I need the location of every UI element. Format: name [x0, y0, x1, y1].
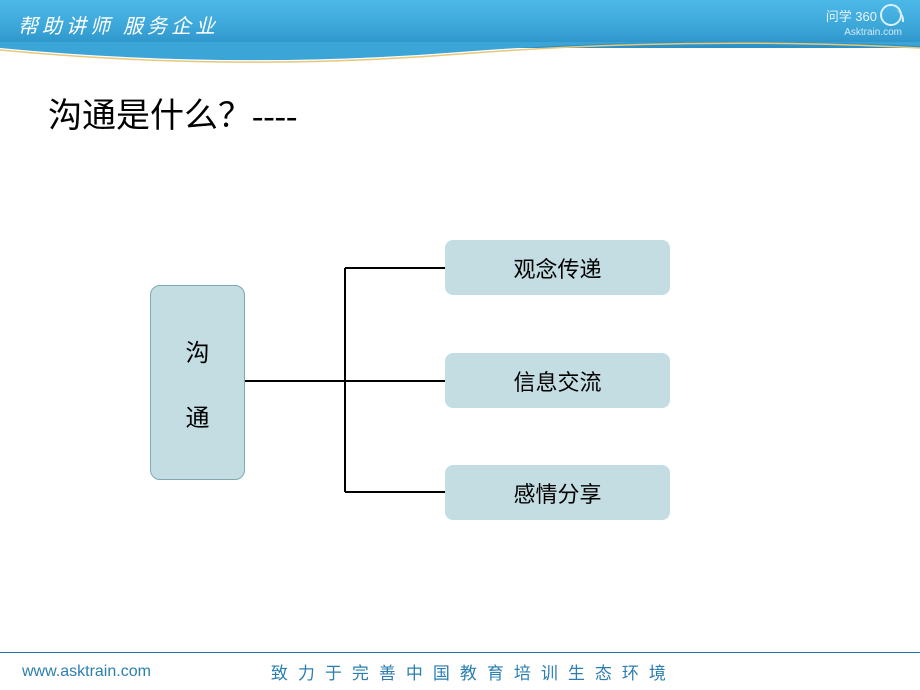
root-label-line2: 通 — [186, 398, 210, 433]
footer-url: www.asktrain.com — [22, 663, 151, 681]
leaf-label: 感情分享 — [513, 477, 601, 509]
slide-footer: www.asktrain.com 致力于完善中国教育培训生态环境 — [0, 652, 920, 690]
logo-circle-icon — [880, 4, 902, 26]
logo-main-text: 问学 360 — [826, 6, 877, 25]
header-slogan: 帮助讲师 服务企业 — [18, 10, 219, 39]
logo-sub-text: Asktrain.com — [826, 27, 902, 38]
diagram-container: 沟 通 观念传递信息交流感情分享 — [150, 240, 770, 520]
diagram-leaf-node: 观念传递 — [445, 240, 670, 295]
header-wave-decoration — [0, 42, 920, 72]
leaf-label: 信息交流 — [513, 365, 601, 397]
diagram-root-node: 沟 通 — [150, 285, 245, 480]
logo-main-row: 问学 360 — [826, 4, 902, 26]
diagram-leaf-node: 信息交流 — [445, 353, 670, 408]
root-label-line1: 沟 — [186, 333, 210, 368]
footer-tagline: 致力于完善中国教育培训生态环境 — [271, 659, 676, 684]
slide-header: 帮助讲师 服务企业 问学 360 Asktrain.com — [0, 0, 920, 48]
leaf-label: 观念传递 — [513, 252, 601, 284]
diagram-leaf-node: 感情分享 — [445, 465, 670, 520]
slide-title: 沟通是什么？---- — [48, 88, 297, 137]
header-logo: 问学 360 Asktrain.com — [826, 4, 902, 38]
